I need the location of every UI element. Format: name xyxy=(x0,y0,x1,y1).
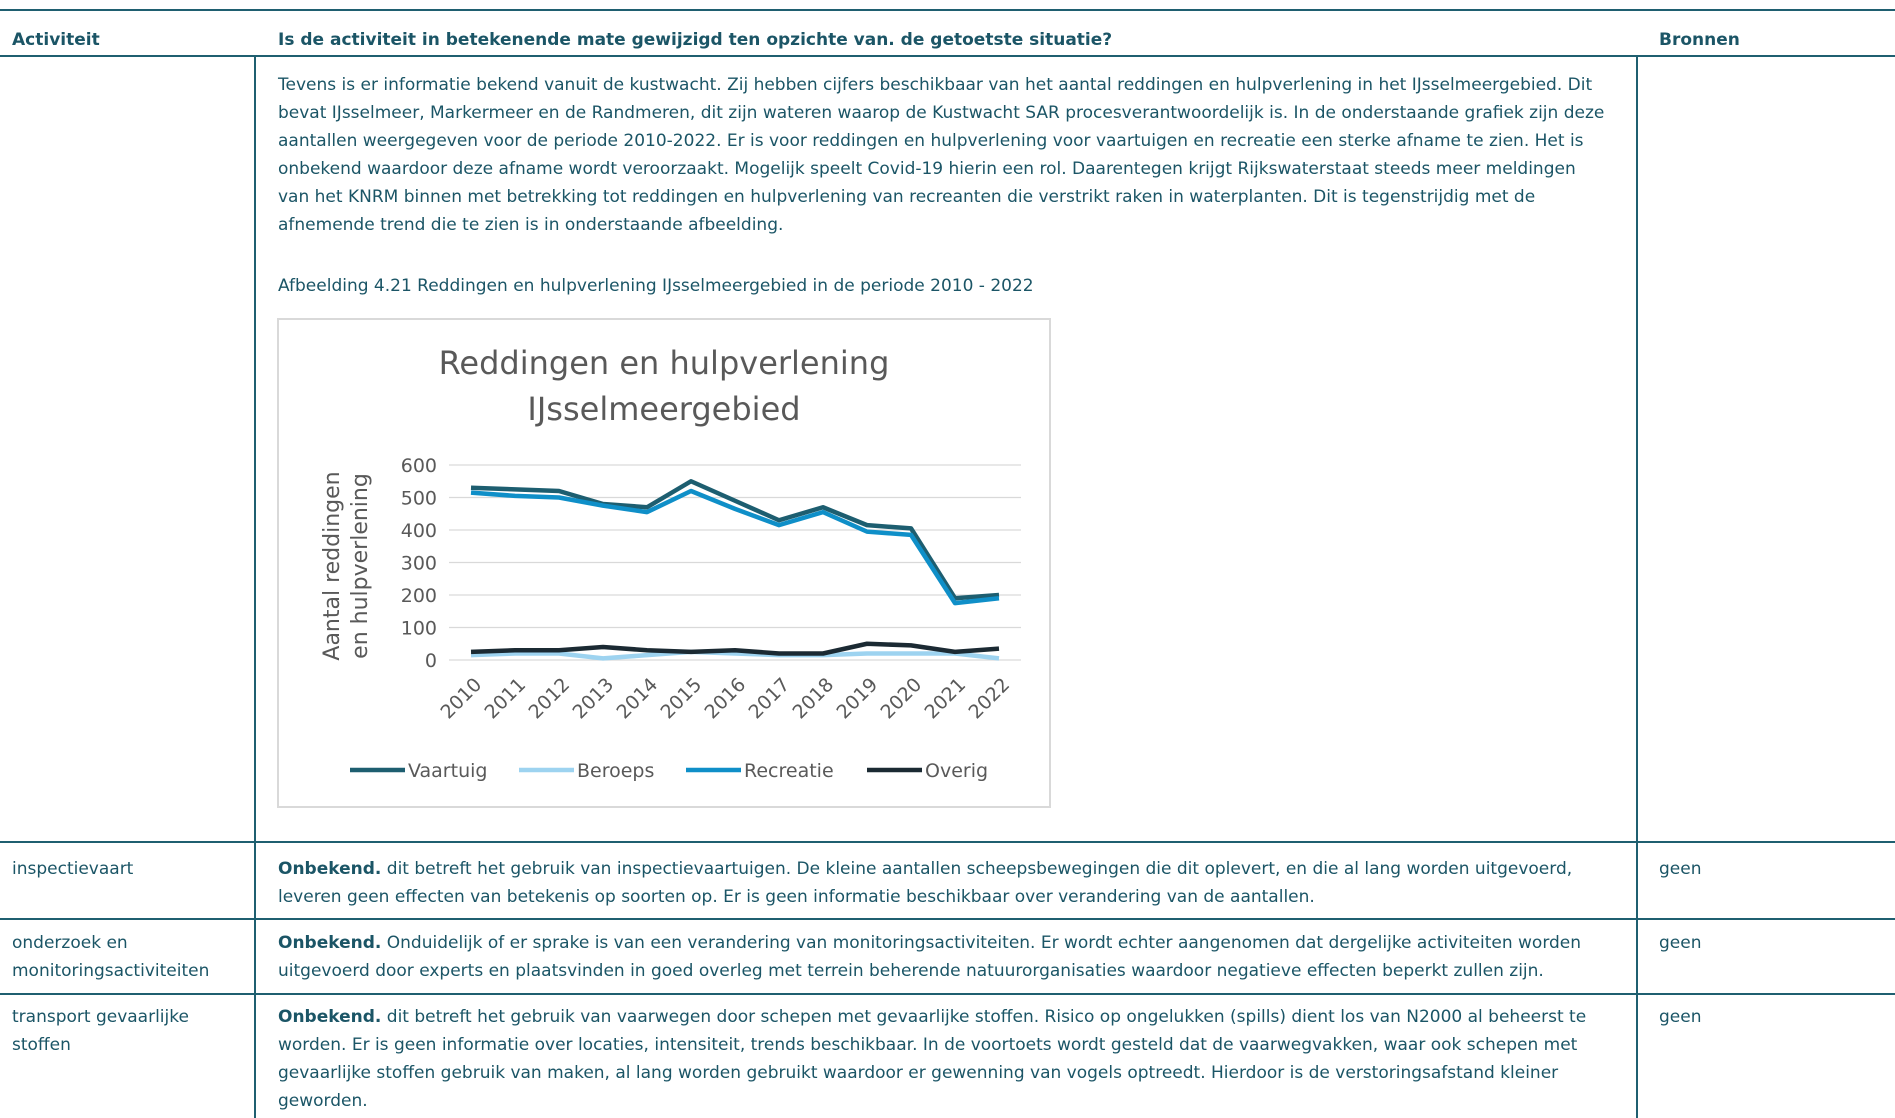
activity: inspectievaart xyxy=(12,859,134,879)
status: Onbekend. xyxy=(278,933,382,953)
rule xyxy=(0,55,1895,57)
text: dit betreft het gebruik van vaarwegen do… xyxy=(278,1007,1587,1111)
legend-label: Vaartuig xyxy=(408,760,487,782)
x-tick-label: 2012 xyxy=(524,674,574,724)
y-tick-label: 0 xyxy=(425,650,437,672)
text: Onduidelijk of er sprake is van een vera… xyxy=(278,933,1582,981)
header-cell: Activiteit xyxy=(12,30,100,50)
activity: onderzoek en monitoringsactiviteiten xyxy=(12,933,210,981)
x-tick-label: 2018 xyxy=(788,674,838,724)
x-tick-label: 2015 xyxy=(656,674,706,724)
text: dit betreft het gebruik van inspectievaa… xyxy=(278,859,1573,907)
header-cell: Bronnen xyxy=(1659,30,1740,50)
plot: 0100200300400500600201020112012201320142… xyxy=(350,455,1021,782)
x-tick-label: 2016 xyxy=(700,674,750,724)
series-line xyxy=(470,479,1000,601)
header-cell: Is de activiteit in betekenende mate gew… xyxy=(278,30,1113,50)
sources: geen xyxy=(1659,1007,1702,1027)
x-tick-label: 2022 xyxy=(964,674,1014,724)
x-tick-label: 2017 xyxy=(744,674,794,724)
status: Onbekend. xyxy=(278,859,382,879)
y-tick-label: 500 xyxy=(401,488,437,510)
y-tick-label: 100 xyxy=(401,618,437,640)
rule xyxy=(0,993,1895,995)
x-tick-label: 2013 xyxy=(568,674,618,724)
y-tick-label: 200 xyxy=(401,585,437,607)
x-tick-label: 2020 xyxy=(876,674,926,724)
x-tick-label: 2011 xyxy=(480,674,530,724)
x-tick-label: 2021 xyxy=(920,674,970,724)
status: Onbekend. xyxy=(278,1007,382,1027)
x-tick-label: 2014 xyxy=(612,674,662,724)
assessment: Onbekend. dit betreft het gebruik van in… xyxy=(278,855,1608,911)
rule xyxy=(0,918,1895,920)
series-line xyxy=(470,488,1000,606)
y-tick-label: 400 xyxy=(401,520,437,542)
y-tick-label: 600 xyxy=(401,455,437,477)
paragraph: Tevens is er informatie bekend vanuit de… xyxy=(278,75,1605,235)
series-line xyxy=(470,641,1000,656)
assessment: Onbekend. Onduidelijk of er sprake is va… xyxy=(278,929,1608,985)
series-line xyxy=(470,649,1000,661)
assessment: Onbekend. dit betreft het gebruik van va… xyxy=(278,1003,1608,1115)
sources: geen xyxy=(1659,859,1702,879)
column-rule xyxy=(1636,56,1638,1118)
legend-label: Beroeps xyxy=(577,760,654,782)
activity: transport gevaarlijke stoffen xyxy=(12,1007,189,1055)
rule xyxy=(0,841,1895,843)
column-rule xyxy=(254,56,256,1118)
caption: Afbeelding 4.21 Reddingen en hulpverleni… xyxy=(278,276,1034,296)
x-tick-label: 2010 xyxy=(436,674,486,724)
legend-label: Overig xyxy=(925,760,988,782)
rule xyxy=(0,9,1895,11)
legend-label: Recreatie xyxy=(744,760,834,782)
chart: Reddingen en hulpverlening IJsselmeergeb… xyxy=(277,318,1051,808)
x-tick-label: 2019 xyxy=(832,674,882,724)
y-tick-label: 300 xyxy=(401,553,437,575)
chart-title: Reddingen en hulpverlening IJsselmeergeb… xyxy=(438,344,890,428)
sources: geen xyxy=(1659,933,1702,953)
